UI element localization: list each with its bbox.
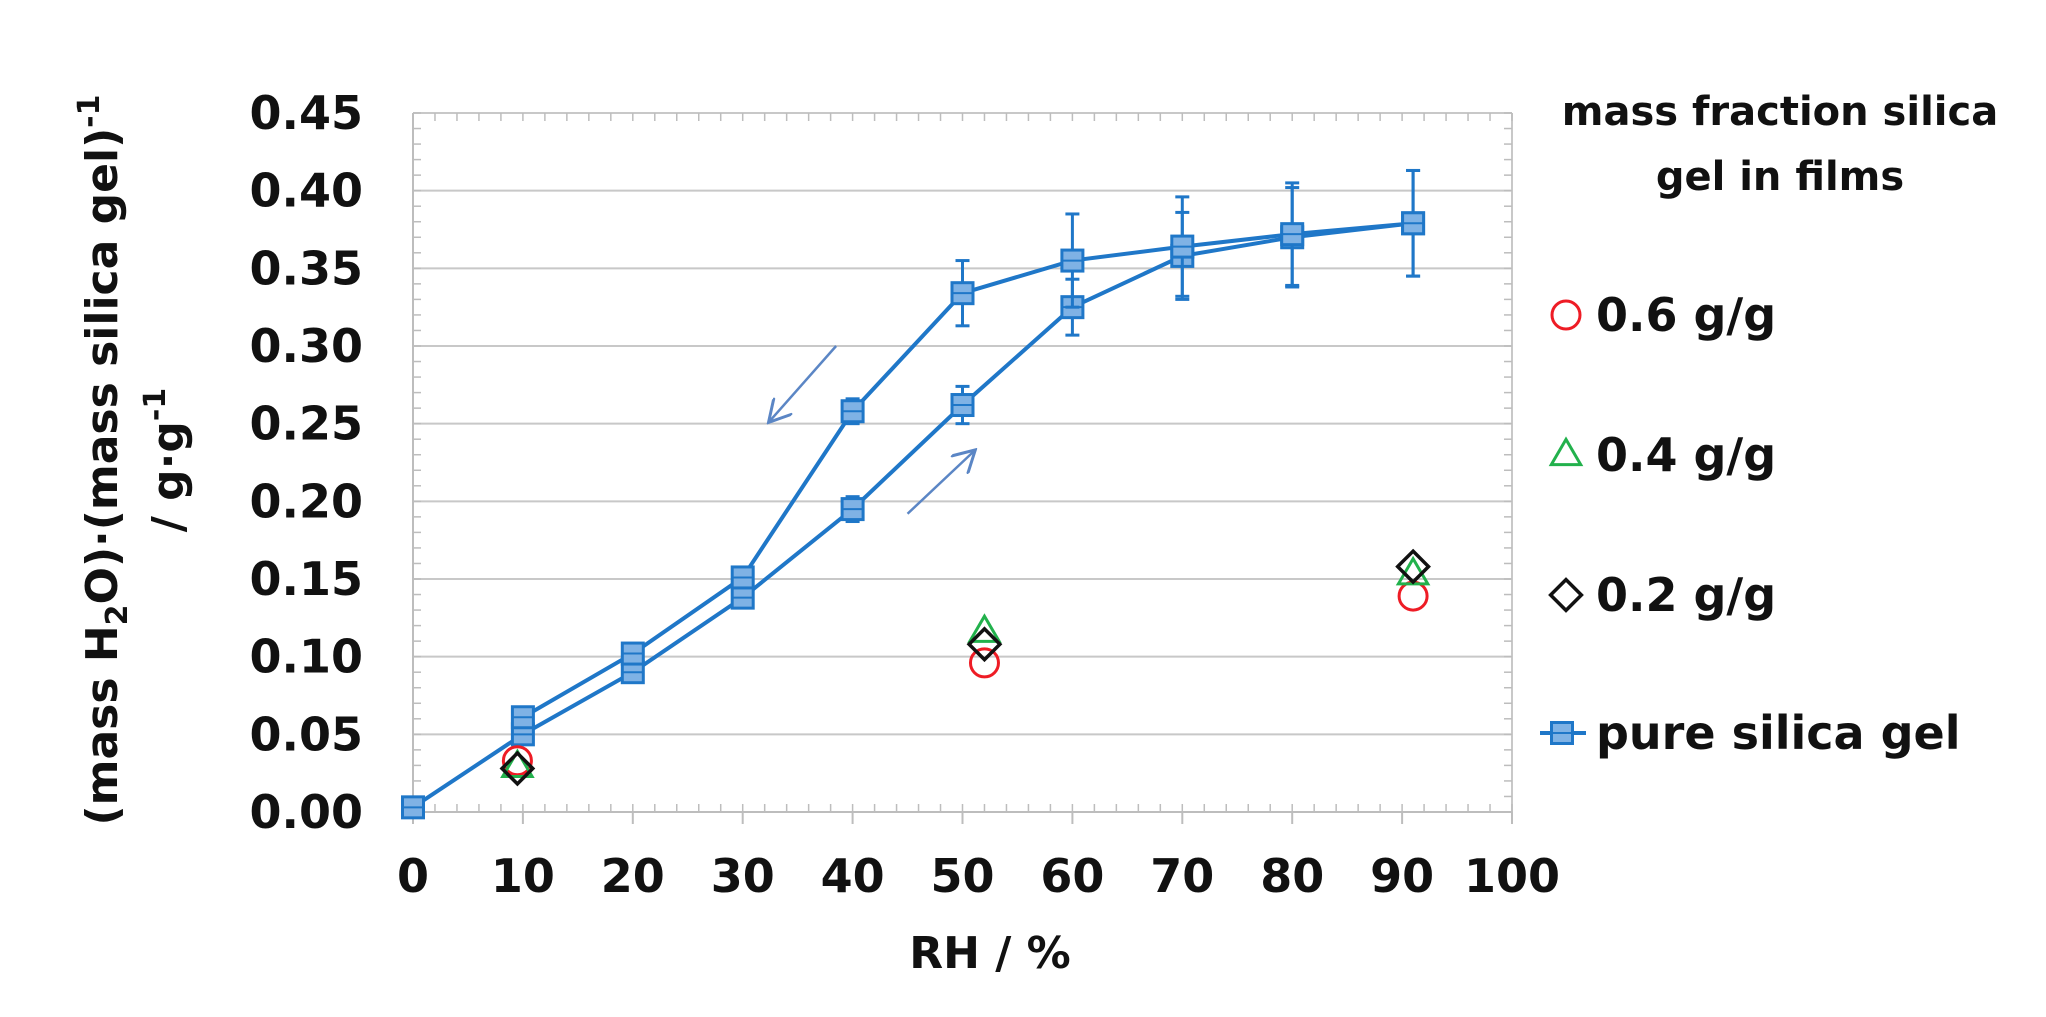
legend-items: 0.6 g/g 0.4 g/g 0.2 g/g pure silica gel — [1540, 288, 1960, 760]
y-axis-label-subscript: 2 — [100, 604, 135, 625]
data-point-triangle — [967, 613, 1002, 643]
axes — [412, 112, 1513, 824]
data-point-diamond — [499, 750, 536, 787]
data-point-triangle — [1548, 436, 1584, 467]
data-point-diamond — [1548, 577, 1584, 613]
data-point-circle — [501, 745, 533, 777]
series-line-adsorption — [411, 221, 1414, 810]
legend-title-line-1: mass fraction silica — [1562, 89, 1998, 135]
adsorption-arrow — [906, 452, 974, 515]
x-axis-label: RH / % — [909, 928, 1071, 979]
x-tick-labels: 0 10 20 30 40 50 60 70 80 90 100 — [397, 849, 1560, 903]
desorption-arrow — [770, 345, 838, 421]
data-point-square — [1280, 222, 1305, 247]
y-tick-label: 0.00 — [250, 785, 364, 839]
x-tick-label: 40 — [821, 849, 885, 903]
y-axis-label-superscript: -1 — [72, 94, 107, 127]
y-tick-label: 0.40 — [250, 164, 364, 218]
data-point-square — [1060, 248, 1085, 273]
data-point-circle — [1550, 299, 1582, 331]
svg-text:(mass H2O)·(mass silica gel)-1: (mass H2O)·(mass silica gel)-1 — [72, 94, 135, 825]
x-tick-label: 90 — [1370, 849, 1434, 903]
x-tick-label: 0 — [397, 849, 429, 903]
data-point-square — [950, 393, 975, 418]
data-point-square — [950, 281, 975, 306]
legend-label: 0.2 g/g — [1596, 568, 1776, 622]
y-axis-label-superscript: -1 — [138, 388, 173, 421]
data-point-triangle — [500, 748, 535, 779]
x-tick-label: 50 — [930, 849, 994, 903]
data-point-square — [1170, 234, 1195, 259]
y-axis-label: (mass H2O)·(mass silica gel)-1 / g·g-1 — [72, 94, 194, 825]
x-tick-label: 60 — [1040, 849, 1104, 903]
x-tick-label: 80 — [1260, 849, 1324, 903]
data-point-square — [730, 565, 755, 590]
y-tick-label: 0.20 — [250, 474, 364, 528]
data-point-square — [620, 641, 645, 666]
y-tick-label: 0.30 — [250, 319, 364, 373]
data-point-square — [840, 497, 865, 522]
x-tick-label: 100 — [1464, 849, 1560, 903]
legend-title-line-2: gel in films — [1656, 154, 1904, 200]
data-point-square — [1401, 211, 1426, 236]
y-tick-labels: 0.00 0.05 0.10 0.15 0.20 0.25 0.30 0.35 0.40 0.45 — [250, 86, 364, 839]
y-axis-label-part: / g·g — [143, 421, 194, 532]
legend-label: pure silica gel — [1596, 706, 1960, 760]
data-point-square — [840, 399, 865, 424]
series-layer — [401, 168, 1431, 820]
y-tick-label: 0.25 — [250, 397, 364, 451]
svg-text:/ g·g-1: / g·g-1 — [138, 388, 194, 532]
y-tick-label: 0.35 — [250, 241, 364, 295]
y-axis-label-part: O)·(mass silica gel) — [77, 128, 128, 605]
y-axis-label-part: (mass H — [77, 625, 128, 825]
x-tick-label: 30 — [711, 849, 775, 903]
data-point-square — [730, 585, 755, 610]
data-point-circle — [968, 647, 1000, 679]
y-tick-label: 0.05 — [250, 707, 364, 761]
x-tick-label: 20 — [601, 849, 665, 903]
legend-label: 0.6 g/g — [1596, 288, 1776, 342]
y-tick-label: 0.15 — [250, 552, 364, 606]
annotations — [770, 345, 974, 515]
y-tick-label: 0.10 — [250, 630, 364, 684]
data-point-diamond — [966, 626, 1003, 663]
x-tick-label: 70 — [1150, 849, 1214, 903]
data-point-diamond — [1395, 548, 1431, 585]
legend: mass fraction silica gel in films 0.6 g/… — [1540, 89, 1998, 760]
data-point-square — [401, 795, 425, 820]
data-point-circle — [1397, 580, 1429, 612]
data-point-square — [510, 705, 535, 730]
x-tick-label: 10 — [491, 849, 555, 903]
legend-label: 0.4 g/g — [1596, 428, 1776, 482]
data-point-square — [1550, 721, 1574, 745]
y-tick-label: 0.45 — [250, 86, 364, 140]
